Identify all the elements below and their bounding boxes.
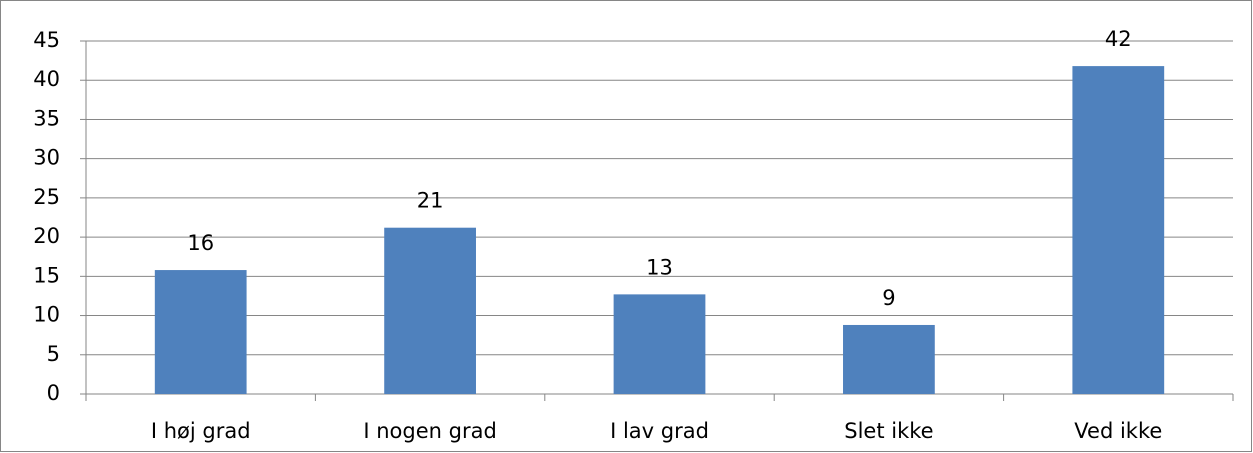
bar xyxy=(843,324,935,394)
y-tick-label: 20 xyxy=(33,224,60,248)
y-tick-label: 15 xyxy=(33,263,60,287)
x-tick-label: I høj grad xyxy=(151,419,251,443)
x-tick-label: I nogen grad xyxy=(363,419,496,443)
x-tick-label: Slet ikke xyxy=(844,419,933,443)
bar xyxy=(1072,66,1165,394)
y-tick-label: 40 xyxy=(33,67,60,91)
y-tick-label: 30 xyxy=(33,146,60,170)
y-tick-label: 45 xyxy=(33,28,60,52)
data-label: 13 xyxy=(646,255,673,279)
data-label: 21 xyxy=(417,189,444,213)
y-tick-label: 5 xyxy=(47,342,60,366)
x-tick-label: Ved ikke xyxy=(1074,419,1162,443)
x-tick-label: I lav grad xyxy=(610,419,709,443)
y-tick-label: 10 xyxy=(33,303,60,327)
y-tick-label: 35 xyxy=(33,106,60,130)
data-label: 16 xyxy=(187,231,214,255)
bar xyxy=(154,270,247,394)
data-label: 9 xyxy=(882,286,895,310)
bar xyxy=(384,227,476,394)
bar xyxy=(613,294,706,394)
y-tick-label: 0 xyxy=(47,381,60,405)
data-label: 42 xyxy=(1105,27,1132,51)
y-tick-label: 25 xyxy=(33,185,60,209)
